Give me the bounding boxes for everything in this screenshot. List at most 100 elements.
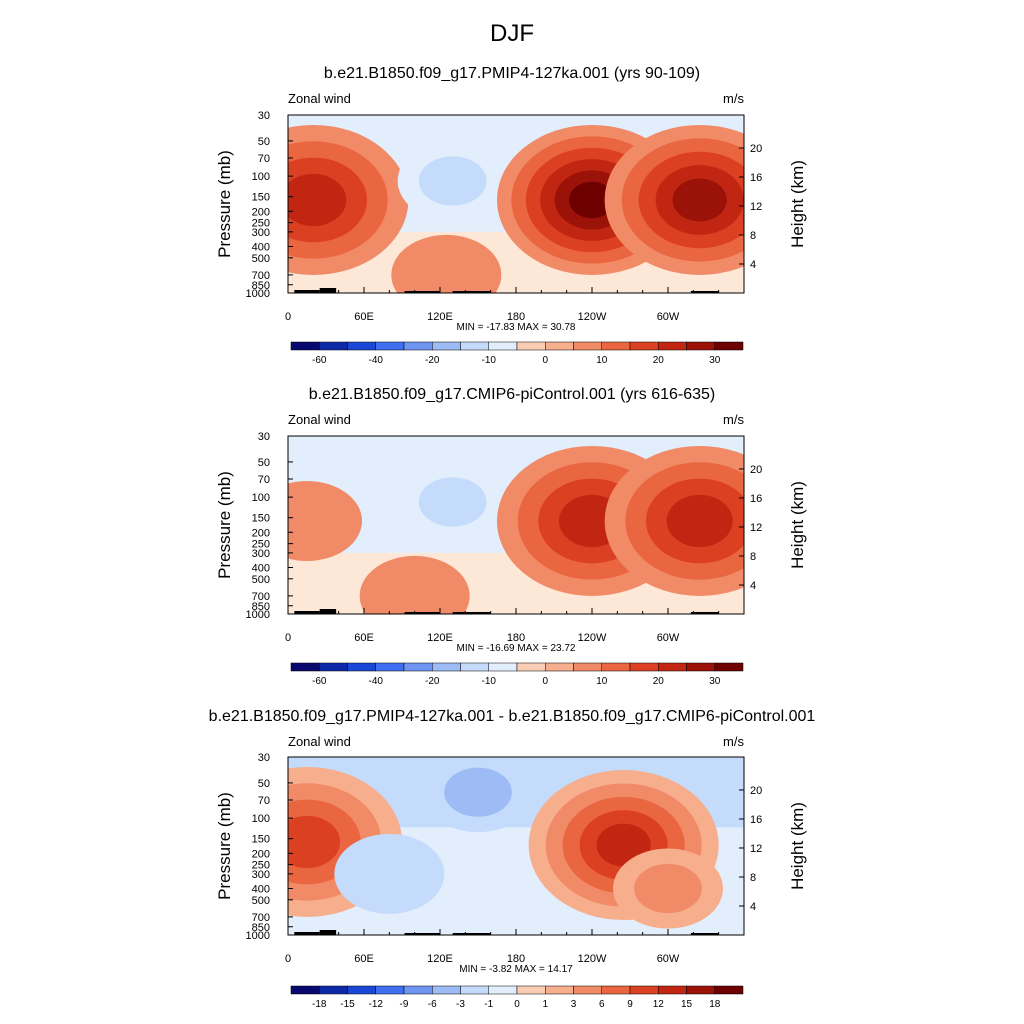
- x-tick-label: 120W: [578, 953, 607, 965]
- contour-fill: [444, 767, 512, 817]
- colorbar-label: -1: [484, 999, 493, 1010]
- y-tick-label: 400: [252, 562, 270, 574]
- colorbar-label: -20: [425, 355, 440, 366]
- colorbar-box: [375, 985, 405, 995]
- colorbar-box: [290, 341, 320, 351]
- y-tick-label: 50: [258, 778, 270, 790]
- colorbar-label: 10: [596, 676, 608, 687]
- colorbar-label: -18: [312, 999, 327, 1010]
- height-tick-label: 16: [750, 172, 762, 184]
- colorbar-label: -10: [482, 355, 497, 366]
- contour-fill: [634, 863, 702, 914]
- colorbar-box: [403, 662, 433, 672]
- units-label: m/s: [723, 412, 744, 427]
- y-tick-label: 200: [252, 206, 270, 218]
- y-tick-label: 700: [252, 270, 270, 282]
- field-label: Zonal wind: [288, 412, 351, 427]
- contour-fill: [391, 234, 502, 293]
- colorbar-box: [545, 341, 574, 351]
- colorbar-label: 0: [542, 676, 548, 687]
- figure-title: DJF: [490, 20, 534, 47]
- colorbar-box: [601, 662, 631, 672]
- colorbar-box: [629, 662, 659, 672]
- y-tick-label: 1000: [246, 930, 270, 942]
- colorbar-label: -20: [425, 676, 440, 687]
- y-tick-label: 150: [252, 834, 270, 846]
- colorbar-label: -10: [482, 676, 497, 687]
- colorbar-label: 1: [542, 999, 548, 1010]
- x-tick-label: 180: [507, 953, 525, 965]
- x-tick-label: 60E: [354, 311, 374, 323]
- x-tick-label: 0: [285, 311, 291, 323]
- colorbar-box: [432, 341, 461, 351]
- colorbar-box: [573, 662, 602, 672]
- contour-fill: [288, 173, 347, 227]
- colorbar-box: [714, 985, 744, 995]
- y-tick-label: 500: [252, 895, 270, 907]
- colorbar-label: -60: [312, 355, 327, 366]
- contour-fill: [288, 815, 341, 869]
- colorbar-box: [432, 662, 461, 672]
- y-axis-title: Pressure (mb): [215, 792, 234, 900]
- colorbar-box: [488, 985, 518, 995]
- colorbar-box: [658, 985, 687, 995]
- topography: [294, 611, 320, 614]
- height-tick-label: 4: [750, 259, 756, 271]
- colorbar-label: 30: [709, 355, 721, 366]
- height-tick-label: 12: [750, 522, 762, 534]
- colorbar-box: [460, 341, 489, 351]
- height-tick-label: 16: [750, 493, 762, 505]
- x-tick-label: 60E: [354, 953, 374, 965]
- height-tick-label: 4: [750, 901, 756, 913]
- y-axis-title: Pressure (mb): [215, 150, 234, 258]
- colorbar-box: [290, 985, 320, 995]
- y-tick-label: 500: [252, 574, 270, 586]
- colorbar-label: 30: [709, 676, 721, 687]
- units-label: m/s: [723, 91, 744, 106]
- height-tick-label: 4: [750, 580, 756, 592]
- height-tick-label: 8: [750, 872, 756, 884]
- field-plot: [288, 436, 744, 614]
- contour-fill: [288, 480, 362, 561]
- y-tick-label: 100: [252, 813, 270, 825]
- colorbar-label: -15: [340, 999, 355, 1010]
- contour-fill: [334, 833, 445, 914]
- y-axis-title-right: Height (km): [788, 160, 807, 248]
- x-tick-label: 120W: [578, 632, 607, 644]
- y-axis-title-right: Height (km): [788, 481, 807, 569]
- y-tick-label: 70: [258, 474, 270, 486]
- colorbar-box: [403, 985, 433, 995]
- x-tick-label: 180: [507, 632, 525, 644]
- y-tick-label: 70: [258, 153, 270, 165]
- x-tick-label: 180: [507, 311, 525, 323]
- colorbar-label: 18: [709, 999, 721, 1010]
- colorbar-box: [714, 662, 744, 672]
- y-tick-label: 850: [252, 280, 270, 292]
- topography: [319, 288, 337, 293]
- colorbar-label: -6: [428, 999, 437, 1010]
- topography: [690, 612, 719, 614]
- y-tick-label: 30: [258, 110, 270, 122]
- y-tick-label: 300: [252, 548, 270, 560]
- units-label: m/s: [723, 734, 744, 749]
- colorbar-label: -40: [369, 676, 384, 687]
- y-tick-label: 1000: [246, 609, 270, 621]
- colorbar-label: 20: [653, 676, 665, 687]
- colorbar-box: [319, 341, 348, 351]
- colorbar-label: 9: [627, 999, 633, 1010]
- colorbar-box: [290, 662, 320, 672]
- height-tick-label: 16: [750, 814, 762, 826]
- y-tick-label: 200: [252, 848, 270, 860]
- colorbar-box: [347, 985, 376, 995]
- contour-fill: [418, 156, 487, 206]
- y-tick-label: 250: [252, 539, 270, 551]
- panel-title: b.e21.B1850.f09_g17.CMIP6-piControl.001 …: [309, 386, 715, 403]
- topography: [404, 291, 440, 293]
- y-tick-label: 700: [252, 912, 270, 924]
- y-tick-label: 250: [252, 218, 270, 230]
- topography: [690, 933, 719, 935]
- topography: [404, 933, 440, 935]
- y-tick-label: 70: [258, 795, 270, 807]
- height-tick-label: 8: [750, 230, 756, 242]
